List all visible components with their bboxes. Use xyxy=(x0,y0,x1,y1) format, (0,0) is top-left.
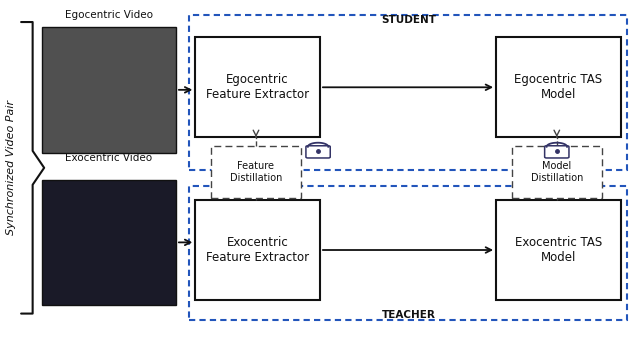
Text: Synchronized Video Pair: Synchronized Video Pair xyxy=(6,100,16,235)
Text: Egocentric TAS
Model: Egocentric TAS Model xyxy=(515,73,602,101)
FancyBboxPatch shape xyxy=(496,37,621,137)
FancyBboxPatch shape xyxy=(42,180,176,305)
Text: STUDENT: STUDENT xyxy=(381,15,436,25)
Text: TEACHER: TEACHER xyxy=(381,310,435,320)
FancyBboxPatch shape xyxy=(496,200,621,300)
Text: Exocentric Video: Exocentric Video xyxy=(65,153,152,163)
Text: Egocentric Video: Egocentric Video xyxy=(65,11,153,20)
Text: Model
Distillation: Model Distillation xyxy=(531,161,583,183)
Text: Exocentric TAS
Model: Exocentric TAS Model xyxy=(515,236,602,264)
FancyBboxPatch shape xyxy=(545,146,569,158)
Text: Feature
Distillation: Feature Distillation xyxy=(230,161,282,183)
Text: Exocentric
Feature Extractor: Exocentric Feature Extractor xyxy=(206,236,309,264)
FancyBboxPatch shape xyxy=(211,146,301,198)
FancyBboxPatch shape xyxy=(306,146,330,158)
Text: Egocentric
Feature Extractor: Egocentric Feature Extractor xyxy=(206,73,309,101)
FancyBboxPatch shape xyxy=(512,146,602,198)
FancyBboxPatch shape xyxy=(195,37,320,137)
FancyBboxPatch shape xyxy=(195,200,320,300)
FancyBboxPatch shape xyxy=(42,27,176,153)
